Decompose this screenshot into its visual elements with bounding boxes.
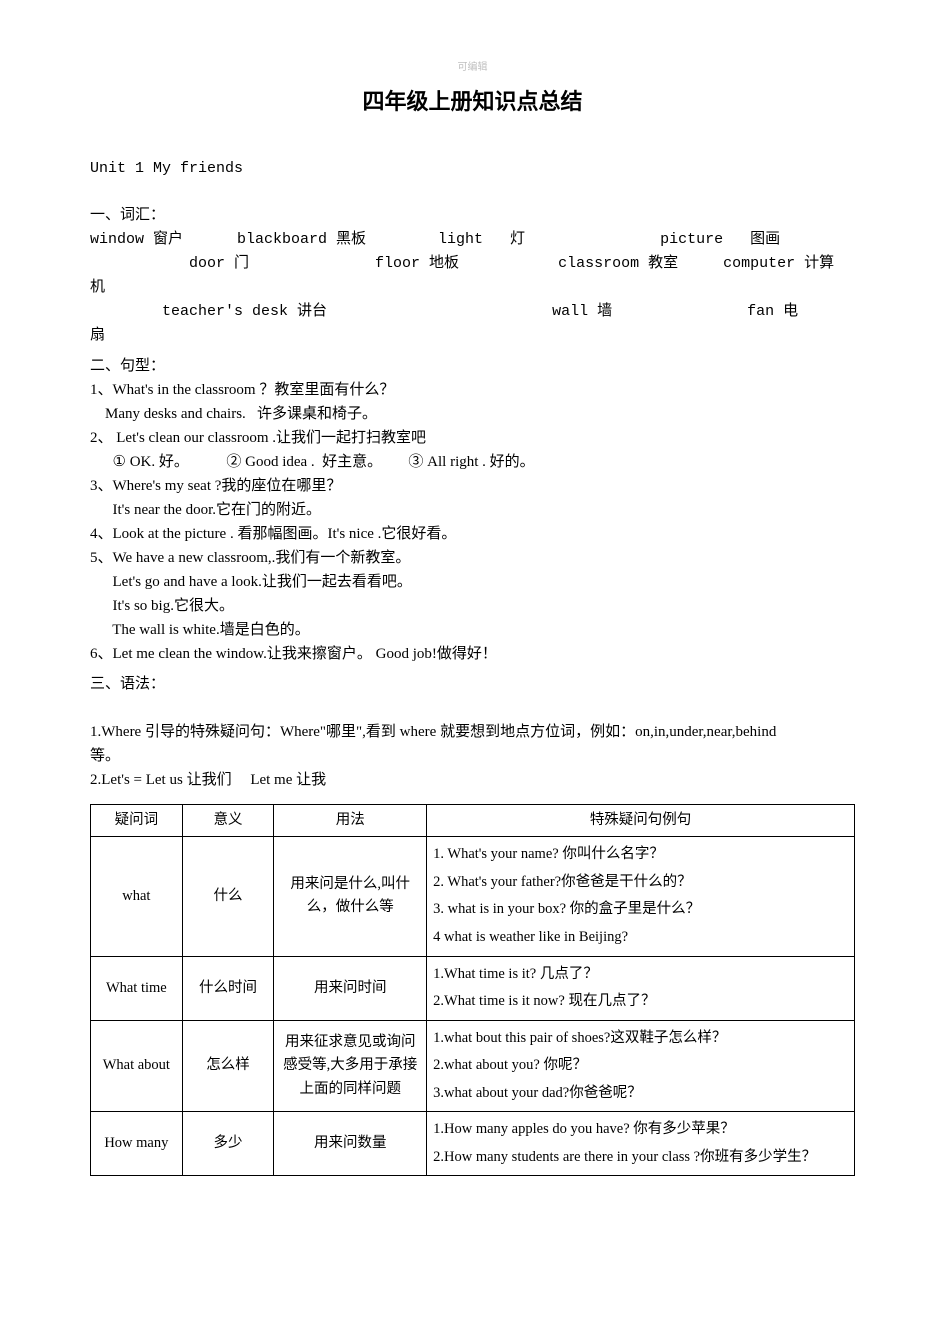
cell-examples: 1.what bout this pair of shoes?这双鞋子怎么样？ … (427, 1020, 855, 1112)
cell-usage: 用来问是什么,叫什么，做什么等 (274, 837, 427, 956)
col-word: 疑问词 (91, 805, 183, 837)
sentence-line: It's so big.它很大。 (90, 594, 855, 618)
example-line: 3. what is in your box? 你的盒子里是什么？ (433, 896, 848, 924)
example-line: 2.What time is it now? 现在几点了？ (433, 988, 848, 1016)
vocab-line: window 窗户 blackboard 黑板 light 灯 picture … (90, 231, 780, 248)
sentence-section: 1、What's in the classroom ？教室里面有什么？ Many… (90, 378, 855, 666)
cell-meaning: 什么 (182, 837, 274, 956)
example-line: 4 what is weather like in Beijing? (433, 924, 848, 952)
cell-word: How many (91, 1112, 183, 1176)
example-line: 2.what about you? 你呢？ (433, 1052, 848, 1080)
table-row: How many 多少 用来问数量 1.How many apples do y… (91, 1112, 855, 1176)
vocab-line: 扇 (90, 324, 855, 348)
sentence-line: Let's go and have a look.让我们一起去看看吧。 (90, 570, 855, 594)
grammar-line: 2.Let's = Let us 让我们 Let me 让我 (90, 768, 855, 792)
section2-label: 二、句型： (90, 354, 855, 378)
sentence-line: Many desks and chairs. 许多课桌和椅子。 (90, 402, 855, 426)
example-line: 1.How many apples do you have? 你有多少苹果？ (433, 1116, 848, 1144)
vocab-section: 一、词汇： window 窗户 blackboard 黑板 light 灯 pic… (90, 203, 855, 348)
sentence-line: 5、We have a new classroom,.我们有一个新教室。 (90, 546, 855, 570)
sentence-line: 2、 Let's clean our classroom .让我们一起打扫教室吧 (90, 426, 855, 450)
grammar-line: 1.Where 引导的特殊疑问句：Where"哪里",看到 where 就要想到… (90, 720, 855, 744)
table-row: what 什么 用来问是什么,叫什么，做什么等 1. What's your n… (91, 837, 855, 956)
example-line: 1.What time is it? 几点了？ (433, 961, 848, 989)
sentence-line: ① OK. 好。 ② Good idea . 好主意。 ③ All right … (90, 450, 855, 474)
vocab-line: 机 (90, 276, 855, 300)
cell-examples: 1.What time is it? 几点了？ 2.What time is i… (427, 956, 855, 1020)
cell-meaning: 多少 (182, 1112, 274, 1176)
col-example: 特殊疑问句例句 (427, 805, 855, 837)
table-header-row: 疑问词 意义 用法 特殊疑问句例句 (91, 805, 855, 837)
sentence-line: 4、Look at the picture . 看那幅图画。It's nice … (90, 522, 855, 546)
col-meaning: 意义 (182, 805, 274, 837)
cell-word: What time (91, 956, 183, 1020)
example-line: 3.what about your dad?你爸爸呢？ (433, 1080, 848, 1108)
question-word-table: 疑问词 意义 用法 特殊疑问句例句 what 什么 用来问是什么,叫什么，做什么… (90, 804, 855, 1176)
table-row: What about 怎么样 用来征求意见或询问感受等,大多用于承接上面的同样问… (91, 1020, 855, 1112)
cell-word: what (91, 837, 183, 956)
cell-meaning: 什么时间 (182, 956, 274, 1020)
table-row: What time 什么时间 用来问时间 1.What time is it? … (91, 956, 855, 1020)
page-title: 四年级上册知识点总结 (90, 84, 855, 119)
cell-meaning: 怎么样 (182, 1020, 274, 1112)
sentence-line: 3、Where's my seat ?我的座位在哪里？ (90, 474, 855, 498)
cell-examples: 1. What's your name? 你叫什么名字？ 2. What's y… (427, 837, 855, 956)
section1-label: 一、词汇： (90, 207, 165, 223)
grammar-section: 1.Where 引导的特殊疑问句：Where"哪里",看到 where 就要想到… (90, 720, 855, 792)
col-usage: 用法 (274, 805, 427, 837)
example-line: 1. What's your name? 你叫什么名字？ (433, 841, 848, 869)
cell-usage: 用来征求意见或询问感受等,大多用于承接上面的同样问题 (274, 1020, 427, 1112)
example-line: 2.How many students are there in your cl… (433, 1144, 848, 1172)
cell-usage: 用来问数量 (274, 1112, 427, 1176)
unit-heading: Unit 1 My friends (90, 157, 855, 181)
cell-examples: 1.How many apples do you have? 你有多少苹果？ 2… (427, 1112, 855, 1176)
vocab-line: teacher's desk 讲台 wall 墙 fan 电 (90, 300, 855, 324)
section3-label: 三、语法： (90, 672, 855, 696)
sentence-line: 6、Let me clean the window.让我来擦窗户。 Good j… (90, 642, 855, 666)
example-line: 1.what bout this pair of shoes?这双鞋子怎么样？ (433, 1025, 848, 1053)
sentence-line: The wall is white.墙是白色的。 (90, 618, 855, 642)
example-line: 2. What's your father?你爸爸是干什么的？ (433, 869, 848, 897)
grammar-line: 等。 (90, 744, 855, 768)
watermark-text: 可编辑 (90, 60, 855, 76)
sentence-line: 1、What's in the classroom ？教室里面有什么？ (90, 378, 855, 402)
vocab-line: door 门 floor 地板 classroom 教室 computer 计算 (90, 252, 855, 276)
sentence-line: It's near the door.它在门的附近。 (90, 498, 855, 522)
cell-word: What about (91, 1020, 183, 1112)
cell-usage: 用来问时间 (274, 956, 427, 1020)
